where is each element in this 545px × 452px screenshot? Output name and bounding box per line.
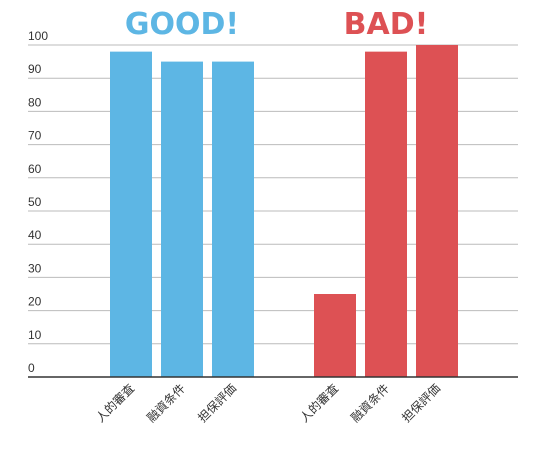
x-category-label: 融資条件 (348, 381, 392, 425)
bars (110, 45, 458, 377)
group-heading: BAD! (344, 7, 429, 42)
y-tick-label: 80 (28, 95, 42, 109)
bar (365, 51, 407, 377)
y-tick-label: 60 (28, 162, 42, 176)
y-tick-label: 90 (28, 62, 42, 76)
y-tick-label: 10 (28, 328, 42, 342)
bar (110, 51, 152, 377)
group-headings: GOOD! BAD! (125, 7, 428, 42)
x-category-label: 担保評価 (195, 381, 240, 426)
bar (161, 61, 203, 377)
x-category-label: 人的審査 (297, 381, 342, 426)
y-tick-label: 30 (28, 261, 42, 275)
y-axis-ticks: 0 10 20 30 40 50 60 70 80 90 100 (28, 29, 48, 375)
x-category-label: 担保評価 (399, 381, 444, 426)
group-heading: GOOD! (125, 7, 239, 42)
x-axis-category-labels: 人的審査 融資条件 担保評価 人的審査 融資条件 担保評価 (93, 381, 444, 426)
bar (416, 45, 458, 377)
x-category-label: 融資条件 (144, 381, 188, 425)
bar (314, 294, 356, 377)
y-tick-label: 40 (28, 228, 42, 242)
y-tick-label: 50 (28, 195, 42, 209)
y-tick-label: 0 (28, 361, 35, 375)
bar (212, 61, 254, 377)
y-tick-label: 100 (28, 29, 48, 43)
x-category-label: 人的審査 (93, 381, 138, 426)
y-tick-label: 20 (28, 295, 42, 309)
y-tick-label: 70 (28, 129, 42, 143)
